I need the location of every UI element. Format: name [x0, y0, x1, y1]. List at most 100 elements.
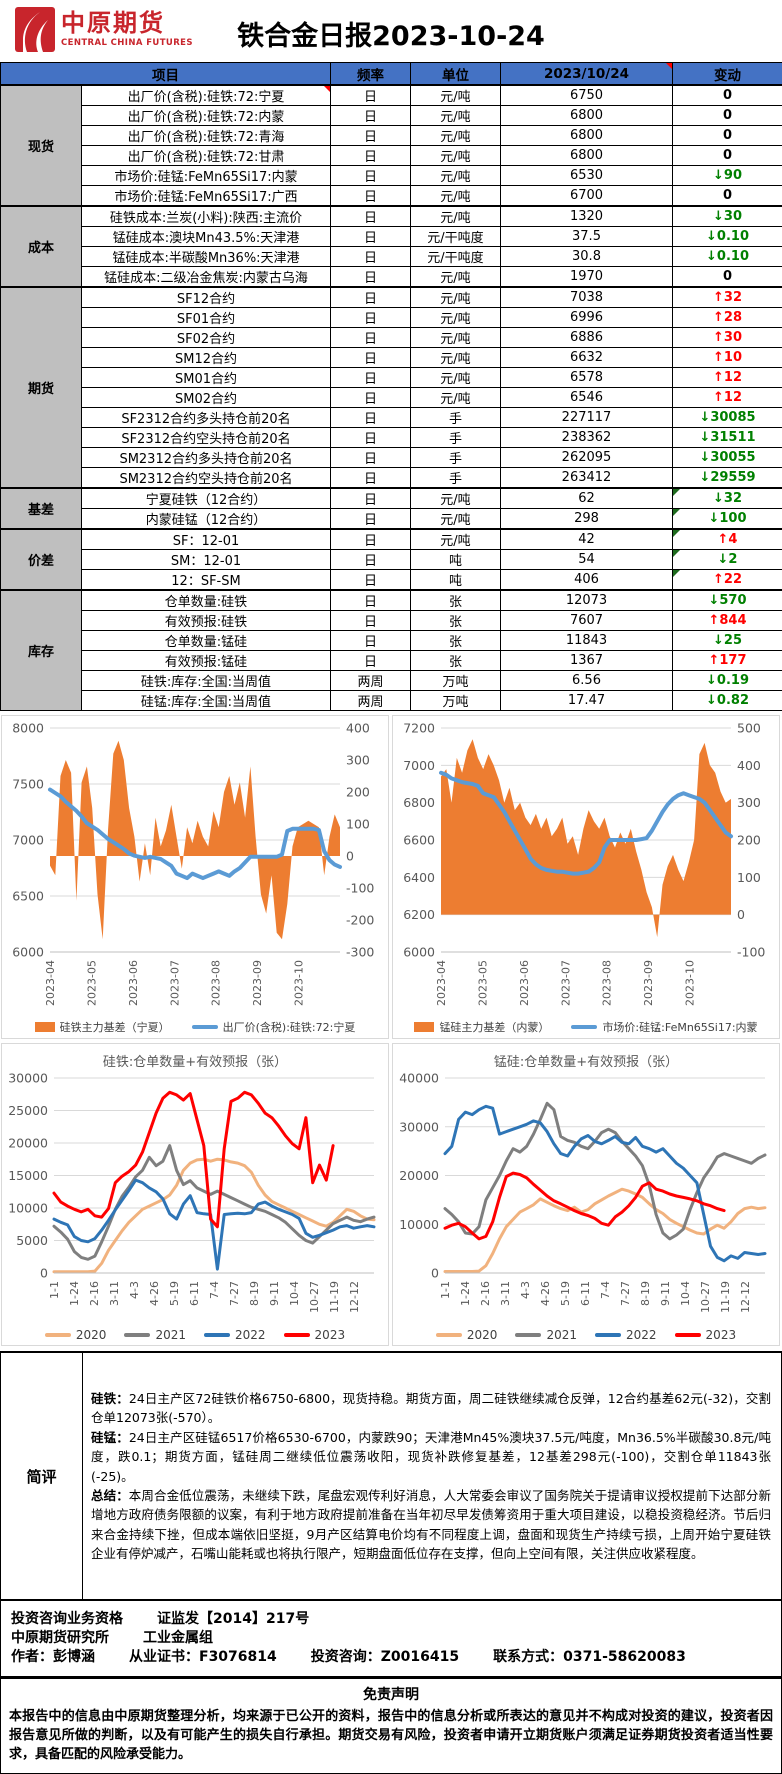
change-cell: ↑30	[673, 328, 782, 348]
freq-cell: 日	[331, 408, 411, 428]
item-cell: 锰硅成本:二级冶金焦炭:内蒙古乌海	[82, 267, 331, 288]
item-cell: 硅锰:库存:全国:当周值	[82, 691, 331, 711]
comment-marker-icon	[324, 86, 330, 92]
table-header-row: 项目 频率 单位 2023/10/24 变动	[1, 63, 782, 86]
svg-text:15000: 15000	[8, 1168, 48, 1183]
item-cell: SF12合约	[82, 287, 331, 308]
legend-swatch-icon	[35, 1022, 55, 1032]
logo-name-en: CENTRAL CHINA FUTURES	[61, 39, 193, 48]
freq-cell: 两周	[331, 671, 411, 691]
value-cell: 7607	[501, 611, 673, 631]
legend-swatch-icon	[515, 1333, 541, 1337]
value-cell: 11843	[501, 631, 673, 651]
comment-marker-icon	[666, 63, 672, 69]
logo-name-cn: 中原期货	[61, 11, 193, 35]
item-cell: SM12合约	[82, 348, 331, 368]
unit-cell: 元/干吨度	[411, 227, 501, 247]
svg-text:400: 400	[346, 721, 370, 736]
freq-cell: 日	[331, 106, 411, 126]
value-cell: 6632	[501, 348, 673, 368]
value-cell: 262095	[501, 448, 673, 468]
item-cell: SM2312合约空头持仓前20名	[82, 468, 331, 489]
svg-text:25000: 25000	[8, 1103, 48, 1118]
svg-text:7000: 7000	[12, 833, 44, 848]
legend-label: 2022	[235, 1328, 266, 1342]
svg-text:0: 0	[431, 1266, 439, 1281]
svg-text:4-26: 4-26	[539, 1281, 552, 1306]
change-up-arrow: ↑4	[718, 532, 738, 547]
legend-label: 出厂价(含税):硅铁:72:宁夏	[223, 1019, 356, 1035]
value-cell: 406	[501, 570, 673, 591]
unit-cell: 元/干吨度	[411, 247, 501, 267]
value-cell: 30.8	[501, 247, 673, 267]
legend-item: 出厂价(含税):硅铁:72:宁夏	[192, 1019, 356, 1035]
change-cell: ↓25	[673, 631, 782, 651]
svg-text:7200: 7200	[403, 721, 435, 736]
svg-text:6600: 6600	[403, 833, 435, 848]
credentials-section: 投资咨询业务资格证监发【2014】217号中原期货研究所工业金属组作者：彭博涵从…	[0, 1601, 782, 1677]
unit-cell: 元/吨	[411, 287, 501, 308]
svg-text:2023-10: 2023-10	[293, 960, 306, 1006]
value-cell: 12073	[501, 590, 673, 611]
change-cell: 0	[673, 106, 782, 126]
change-cell: ↑177	[673, 651, 782, 671]
unit-cell: 元/吨	[411, 267, 501, 288]
commentary-body: 硅铁：24日主产区72硅铁价格6750-6800，现货持稳。期货方面，周二硅铁继…	[83, 1353, 781, 1599]
value-cell: 6.56	[501, 671, 673, 691]
unit-cell: 元/吨	[411, 328, 501, 348]
svg-text:2023-06: 2023-06	[518, 960, 531, 1006]
freq-cell: 日	[331, 267, 411, 288]
freq-cell: 日	[331, 468, 411, 489]
commentary-text: 24日主产区72硅铁价格6750-6800，现货持稳。期货方面，周二硅铁继续减仓…	[91, 1391, 771, 1425]
item-cell: SF01合约	[82, 308, 331, 328]
value-cell: 6700	[501, 186, 673, 207]
item-cell: SF2312合约空头持仓前20名	[82, 428, 331, 448]
svg-text:12-12: 12-12	[739, 1281, 752, 1313]
data-table: 项目 频率 单位 2023/10/24 变动 现货出厂价(含税):硅铁:72:宁…	[0, 62, 782, 711]
change-flat: 0	[723, 88, 732, 103]
svg-text:7-4: 7-4	[208, 1281, 221, 1299]
legend-item: 2022	[204, 1328, 266, 1342]
change-up-arrow: ↑12	[713, 390, 742, 405]
change-cell: ↓570	[673, 590, 782, 611]
svg-text:6000: 6000	[12, 945, 44, 960]
change-up-arrow: ↑844	[708, 613, 746, 628]
freq-cell: 日	[331, 428, 411, 448]
svg-text:30000: 30000	[399, 1119, 439, 1134]
svg-text:6200: 6200	[403, 907, 435, 922]
legend-label: 2023	[706, 1328, 737, 1342]
freq-cell: 日	[331, 590, 411, 611]
change-cell: ↓0.19	[673, 671, 782, 691]
legend-label: 2023	[315, 1328, 346, 1342]
value-cell: 17.47	[501, 691, 673, 711]
value-cell: 42	[501, 529, 673, 550]
svg-text:12-12: 12-12	[348, 1281, 361, 1313]
svg-text:200: 200	[737, 833, 761, 848]
svg-text:2023-08: 2023-08	[601, 960, 614, 1006]
comment-marker-icon	[673, 570, 680, 577]
svg-text:30000: 30000	[8, 1071, 48, 1086]
item-cell: 宁夏硅铁（12合约）	[82, 488, 331, 509]
unit-cell: 手	[411, 408, 501, 428]
legend-label: 2021	[155, 1328, 186, 1342]
credential-item: 联系方式：0371-58620083	[493, 1648, 686, 1667]
item-cell: 12：SF-SM	[82, 570, 331, 591]
chart-sm-basis-legend: 锰硅主力基差（内蒙）市场价:硅锰:FeMn65Si17:内蒙	[393, 1019, 779, 1035]
logo-mark-icon	[14, 6, 56, 53]
change-cell: 0	[673, 126, 782, 146]
svg-text:6800: 6800	[403, 795, 435, 810]
unit-cell: 张	[411, 631, 501, 651]
item-cell: SF：12-01	[82, 529, 331, 550]
comment-marker-icon	[673, 489, 680, 496]
change-cell: ↓30	[673, 206, 782, 227]
change-down-arrow: ↓100	[708, 511, 746, 526]
